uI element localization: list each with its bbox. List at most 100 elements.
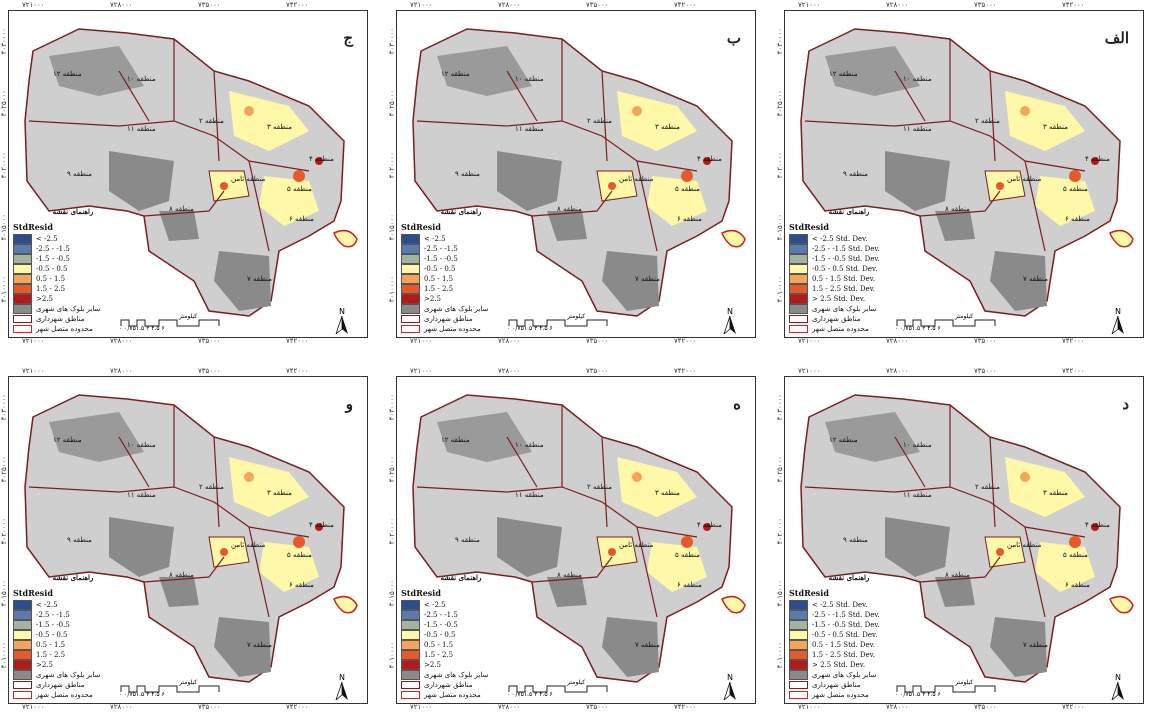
y-tick: ۴۰۱۰۰۰۰ bbox=[388, 642, 396, 669]
legend-entry-label: سایر بلوک های شهری bbox=[812, 671, 877, 679]
y-tick: ۴۰۳۰۰۰۰ bbox=[776, 394, 784, 421]
legend-swatch bbox=[401, 264, 420, 274]
scale-bar-graphic bbox=[896, 685, 996, 693]
x-tick-top: ۷۲۱۰۰۰ bbox=[798, 367, 821, 375]
legend-entry: 0.5 - 1.5 bbox=[401, 640, 521, 650]
x-tick-top: ۷۴۲۰۰۰ bbox=[1062, 1, 1085, 9]
scale-label: کیلومتر bbox=[567, 679, 586, 686]
residual-area bbox=[596, 170, 638, 202]
panel-label: الف bbox=[1104, 29, 1129, 47]
zone-label: منطقه ثامن bbox=[231, 175, 266, 183]
residual-area bbox=[1020, 106, 1030, 116]
legend-entry-label: -2.5 - -1.5 Std. Dev. bbox=[812, 245, 880, 253]
zone-label: منطقه ۳ bbox=[1043, 123, 1068, 131]
legend-swatch bbox=[401, 244, 420, 254]
legend-title: راهنمای نقشه bbox=[440, 207, 482, 216]
x-tick-top: ۷۲۱۰۰۰ bbox=[22, 1, 45, 9]
x-tick-top: ۷۲۸۰۰۰ bbox=[110, 1, 133, 9]
urban-block bbox=[159, 211, 199, 241]
y-tick: ۴۰۲۰۰۰۰ bbox=[776, 518, 784, 545]
x-tick-bottom: ۷۳۵۰۰۰ bbox=[198, 337, 221, 345]
scale-bar: کیلومتر ۰ ۰/۷۵۱.۵ ۳ ۴.۵ ۶ bbox=[119, 313, 229, 333]
legend-entry-label: >2.5 bbox=[424, 295, 441, 303]
legend-entry: محدوده متصل شهر bbox=[401, 324, 521, 334]
y-tick: ۴۰۲۵۰۰۰ bbox=[776, 456, 784, 483]
x-tick-top: ۷۲۸۰۰۰ bbox=[110, 367, 133, 375]
legend-entry: < -2.5 bbox=[13, 234, 133, 244]
legend-entry-label: -2.5 - -1.5 bbox=[36, 611, 70, 619]
legend-entry: >2.5 bbox=[13, 660, 133, 670]
zone-label: منطقه ۳ bbox=[655, 123, 680, 131]
x-tick-top: ۷۲۸۰۰۰ bbox=[498, 1, 521, 9]
y-tick: ۴۰۱۵۰۰۰ bbox=[776, 580, 784, 607]
urban-block bbox=[990, 251, 1047, 311]
y-tick: ۴۰۱۰۰۰۰ bbox=[776, 276, 784, 303]
scale-bar-line bbox=[508, 319, 608, 327]
x-tick-bottom: ۷۲۸۰۰۰ bbox=[498, 703, 521, 711]
north-arrow-right bbox=[1118, 316, 1124, 334]
residual-area bbox=[1035, 542, 1095, 592]
zone-label: منطقه ۳ bbox=[267, 489, 292, 497]
legend-swatch bbox=[13, 294, 32, 304]
zone-label: منطقه ۷ bbox=[1023, 641, 1048, 649]
map-legend: راهنمای نقشه StdResid < -2.5 Std. Dev. -2.5… bbox=[789, 207, 909, 334]
x-tick-top: ۷۴۲۰۰۰ bbox=[1062, 367, 1085, 375]
residual-area bbox=[1091, 523, 1099, 531]
scale-bar-graphic bbox=[508, 685, 608, 693]
residual-area bbox=[220, 548, 228, 556]
scale-bar: کیلومتر ۰ ۰/۷۵۱.۵ ۳ ۴.۵ ۶ bbox=[507, 679, 617, 699]
x-tick-top: ۷۳۵۰۰۰ bbox=[198, 367, 221, 375]
legend-entry: -2.5 - -1.5 bbox=[13, 610, 133, 620]
scale-bar-graphic bbox=[508, 319, 608, 327]
x-tick-top: ۷۲۸۰۰۰ bbox=[498, 367, 521, 375]
legend-entry-label: محدوده متصل شهر bbox=[812, 325, 869, 333]
x-tick-top: ۷۲۱۰۰۰ bbox=[22, 367, 45, 375]
legend-swatch bbox=[401, 274, 420, 284]
city-map: منطقه ۱۲ منطقه ۱۰ منطقه ۱۱ منطقه ۲ منطقه ۳ من… bbox=[412, 28, 746, 317]
legend-entry-label: 1.5 - 2.5 bbox=[36, 651, 66, 659]
x-tick-bottom: ۷۲۱۰۰۰ bbox=[798, 703, 821, 711]
detached-area bbox=[333, 595, 358, 614]
urban-block bbox=[547, 211, 587, 241]
zone-label: منطقه ۱۱ bbox=[515, 125, 544, 133]
legend-entry-label: > 2.5 Std. Dev. bbox=[812, 295, 866, 303]
legend-entry: 0.5 - 1.5 Std. Dev. bbox=[789, 274, 909, 284]
zone-boundary bbox=[416, 405, 698, 618]
scale-label: کیلومتر bbox=[567, 313, 586, 320]
zone-label: منطقه ۳ bbox=[1043, 489, 1068, 497]
scale-bar: کیلومتر ۰ ۰/۷۵۱.۵ ۳ ۴.۵ ۶ bbox=[119, 679, 229, 699]
zone-label: منطقه ۱۱ bbox=[903, 125, 932, 133]
residual-area bbox=[1091, 157, 1099, 165]
zone-label: منطقه ۸ bbox=[169, 205, 194, 213]
residual-area bbox=[703, 523, 711, 531]
legend-entry-label: 0.5 - 1.5 Std. Dev. bbox=[812, 641, 875, 649]
legend-swatch bbox=[13, 640, 32, 650]
zone-label: منطقه ۱۱ bbox=[127, 491, 156, 499]
x-tick-bottom: ۷۳۵۰۰۰ bbox=[974, 337, 997, 345]
legend-swatch bbox=[789, 274, 808, 284]
residual-area bbox=[1069, 170, 1081, 182]
x-tick-bottom: ۷۲۸۰۰۰ bbox=[886, 703, 909, 711]
residual-area bbox=[681, 170, 693, 182]
legend-entry: 1.5 - 2.5 bbox=[13, 650, 133, 660]
panel-label: د bbox=[1122, 395, 1129, 413]
scale-bar-line bbox=[896, 685, 996, 693]
legend-entry: -2.5 - -1.5 Std. Dev. bbox=[789, 610, 909, 620]
north-arrow-right bbox=[1118, 682, 1124, 700]
map-frame: منطقه ۱۲ منطقه ۱۰ منطقه ۱۱ منطقه ۲ منطقه ۳ من… bbox=[396, 10, 756, 338]
north-arrow-right bbox=[342, 682, 348, 700]
legend-entry: 1.5 - 2.5 Std. Dev. bbox=[789, 284, 909, 294]
scale-numbers: ۰ ۰/۷۵۱.۵ ۳ ۴.۵ ۶ bbox=[119, 691, 165, 698]
legend-entry-label: مناطق شهرداری bbox=[812, 315, 861, 323]
legend-entry-label: -0.5 - 0.5 bbox=[424, 265, 456, 273]
legend-entry: 0.5 - 1.5 bbox=[13, 640, 133, 650]
legend-entry: -0.5 - 0.5 bbox=[13, 264, 133, 274]
zone-label: منطقه ۵ bbox=[287, 551, 312, 559]
legend-entry-label: مناطق شهرداری bbox=[812, 681, 861, 689]
residual-area bbox=[293, 536, 305, 548]
residual-area bbox=[681, 536, 693, 548]
legend-swatch bbox=[401, 254, 420, 264]
y-tick: ۴۰۲۵۰۰۰ bbox=[388, 456, 396, 483]
residual-area bbox=[315, 523, 323, 531]
north-arrow-icon bbox=[1111, 315, 1124, 336]
